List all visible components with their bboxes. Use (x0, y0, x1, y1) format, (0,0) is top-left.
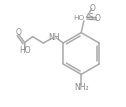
Text: –S: –S (85, 13, 94, 22)
Text: O: O (90, 4, 96, 13)
Text: O: O (15, 28, 21, 37)
Text: HO: HO (73, 15, 84, 21)
Text: HO: HO (19, 46, 31, 55)
Text: O: O (95, 14, 101, 23)
Text: NH₂: NH₂ (74, 83, 88, 92)
Text: NH: NH (48, 33, 60, 42)
